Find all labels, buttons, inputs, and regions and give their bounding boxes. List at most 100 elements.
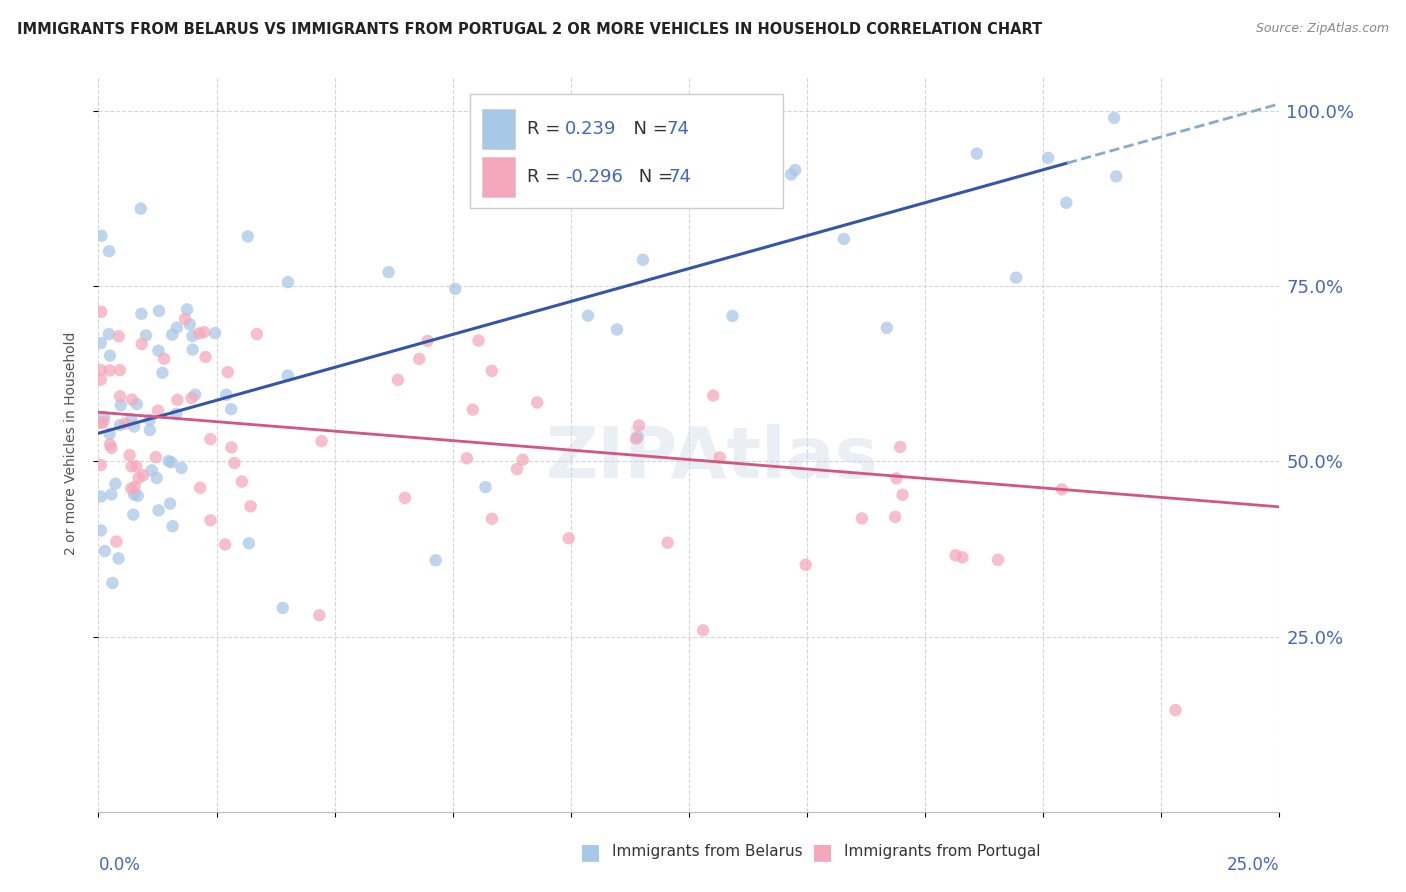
Point bbox=[160, 455, 183, 469]
Point bbox=[557, 531, 579, 545]
Point bbox=[308, 608, 330, 623]
Text: 25.0%: 25.0% bbox=[1227, 856, 1279, 874]
Point bbox=[239, 500, 262, 514]
Text: -0.296: -0.296 bbox=[565, 169, 623, 186]
Point bbox=[987, 553, 1010, 567]
FancyBboxPatch shape bbox=[482, 157, 516, 197]
Point bbox=[107, 329, 129, 343]
Text: 0.239: 0.239 bbox=[565, 120, 616, 137]
Text: ZIPAtlas: ZIPAtlas bbox=[547, 424, 879, 493]
Point bbox=[236, 229, 259, 244]
Point bbox=[104, 476, 127, 491]
Point bbox=[481, 512, 503, 526]
Point bbox=[90, 363, 112, 377]
Text: N =: N = bbox=[634, 169, 679, 186]
Point bbox=[122, 487, 145, 501]
Point bbox=[884, 509, 907, 524]
Point bbox=[100, 441, 122, 455]
Point bbox=[107, 551, 129, 566]
Point bbox=[90, 458, 112, 472]
Point bbox=[132, 468, 155, 483]
Point bbox=[98, 244, 121, 259]
Point bbox=[90, 373, 112, 387]
Point bbox=[886, 471, 908, 485]
Point bbox=[90, 416, 112, 430]
Point bbox=[166, 407, 188, 421]
Text: Source: ZipAtlas.com: Source: ZipAtlas.com bbox=[1256, 22, 1389, 36]
Point bbox=[170, 461, 193, 475]
Point bbox=[139, 423, 162, 437]
Point bbox=[215, 387, 238, 401]
Point bbox=[709, 450, 731, 465]
Point bbox=[120, 412, 142, 426]
Point bbox=[100, 487, 122, 501]
Point bbox=[631, 252, 654, 267]
Point bbox=[118, 448, 141, 462]
Point bbox=[181, 343, 204, 357]
Point bbox=[238, 536, 260, 550]
Point bbox=[1036, 151, 1059, 165]
Point bbox=[387, 373, 409, 387]
Point bbox=[221, 441, 243, 455]
Point bbox=[128, 471, 150, 485]
Point bbox=[193, 325, 215, 339]
Point bbox=[832, 232, 855, 246]
Point bbox=[692, 624, 714, 638]
Point bbox=[114, 417, 136, 431]
Point bbox=[148, 304, 170, 318]
Point bbox=[200, 432, 222, 446]
Point bbox=[717, 160, 740, 174]
Point bbox=[1164, 703, 1187, 717]
Text: 74: 74 bbox=[669, 169, 692, 186]
Point bbox=[1105, 169, 1128, 184]
Point bbox=[179, 318, 201, 332]
Point bbox=[952, 550, 974, 565]
Point bbox=[108, 389, 131, 403]
Point bbox=[461, 402, 484, 417]
Point bbox=[105, 534, 128, 549]
Point bbox=[966, 146, 988, 161]
Point bbox=[176, 302, 198, 317]
Point bbox=[627, 430, 650, 444]
Point bbox=[394, 491, 416, 505]
Point bbox=[98, 437, 121, 451]
Point bbox=[416, 334, 439, 348]
Point bbox=[122, 508, 145, 522]
Point bbox=[98, 363, 121, 377]
Point bbox=[214, 537, 236, 551]
Point bbox=[90, 524, 112, 538]
Point bbox=[90, 228, 112, 243]
Point bbox=[425, 553, 447, 567]
Point bbox=[702, 388, 724, 402]
Point bbox=[121, 459, 143, 474]
Text: ■: ■ bbox=[813, 842, 832, 862]
Point bbox=[889, 440, 911, 454]
Text: 74: 74 bbox=[666, 120, 689, 137]
Point bbox=[277, 275, 299, 289]
Point bbox=[1050, 483, 1073, 497]
Point bbox=[224, 456, 246, 470]
Point bbox=[481, 364, 503, 378]
Point bbox=[444, 282, 467, 296]
Point bbox=[148, 343, 170, 358]
Point bbox=[108, 418, 131, 433]
Point bbox=[121, 392, 143, 407]
Point bbox=[108, 363, 131, 377]
Point bbox=[188, 481, 211, 495]
Point bbox=[93, 415, 115, 429]
Text: R =: R = bbox=[527, 169, 567, 186]
Text: N =: N = bbox=[621, 120, 673, 137]
Point bbox=[98, 349, 121, 363]
Point bbox=[624, 432, 647, 446]
Point bbox=[467, 334, 489, 348]
Point bbox=[90, 305, 112, 319]
Point bbox=[93, 409, 115, 424]
Text: ■: ■ bbox=[581, 842, 600, 862]
Text: IMMIGRANTS FROM BELARUS VS IMMIGRANTS FROM PORTUGAL 2 OR MORE VEHICLES IN HOUSEH: IMMIGRANTS FROM BELARUS VS IMMIGRANTS FR… bbox=[17, 22, 1042, 37]
Text: R =: R = bbox=[527, 120, 567, 137]
Point bbox=[159, 497, 181, 511]
Point bbox=[90, 336, 112, 351]
Point bbox=[135, 328, 157, 343]
Point bbox=[148, 503, 170, 517]
Point bbox=[184, 387, 207, 401]
